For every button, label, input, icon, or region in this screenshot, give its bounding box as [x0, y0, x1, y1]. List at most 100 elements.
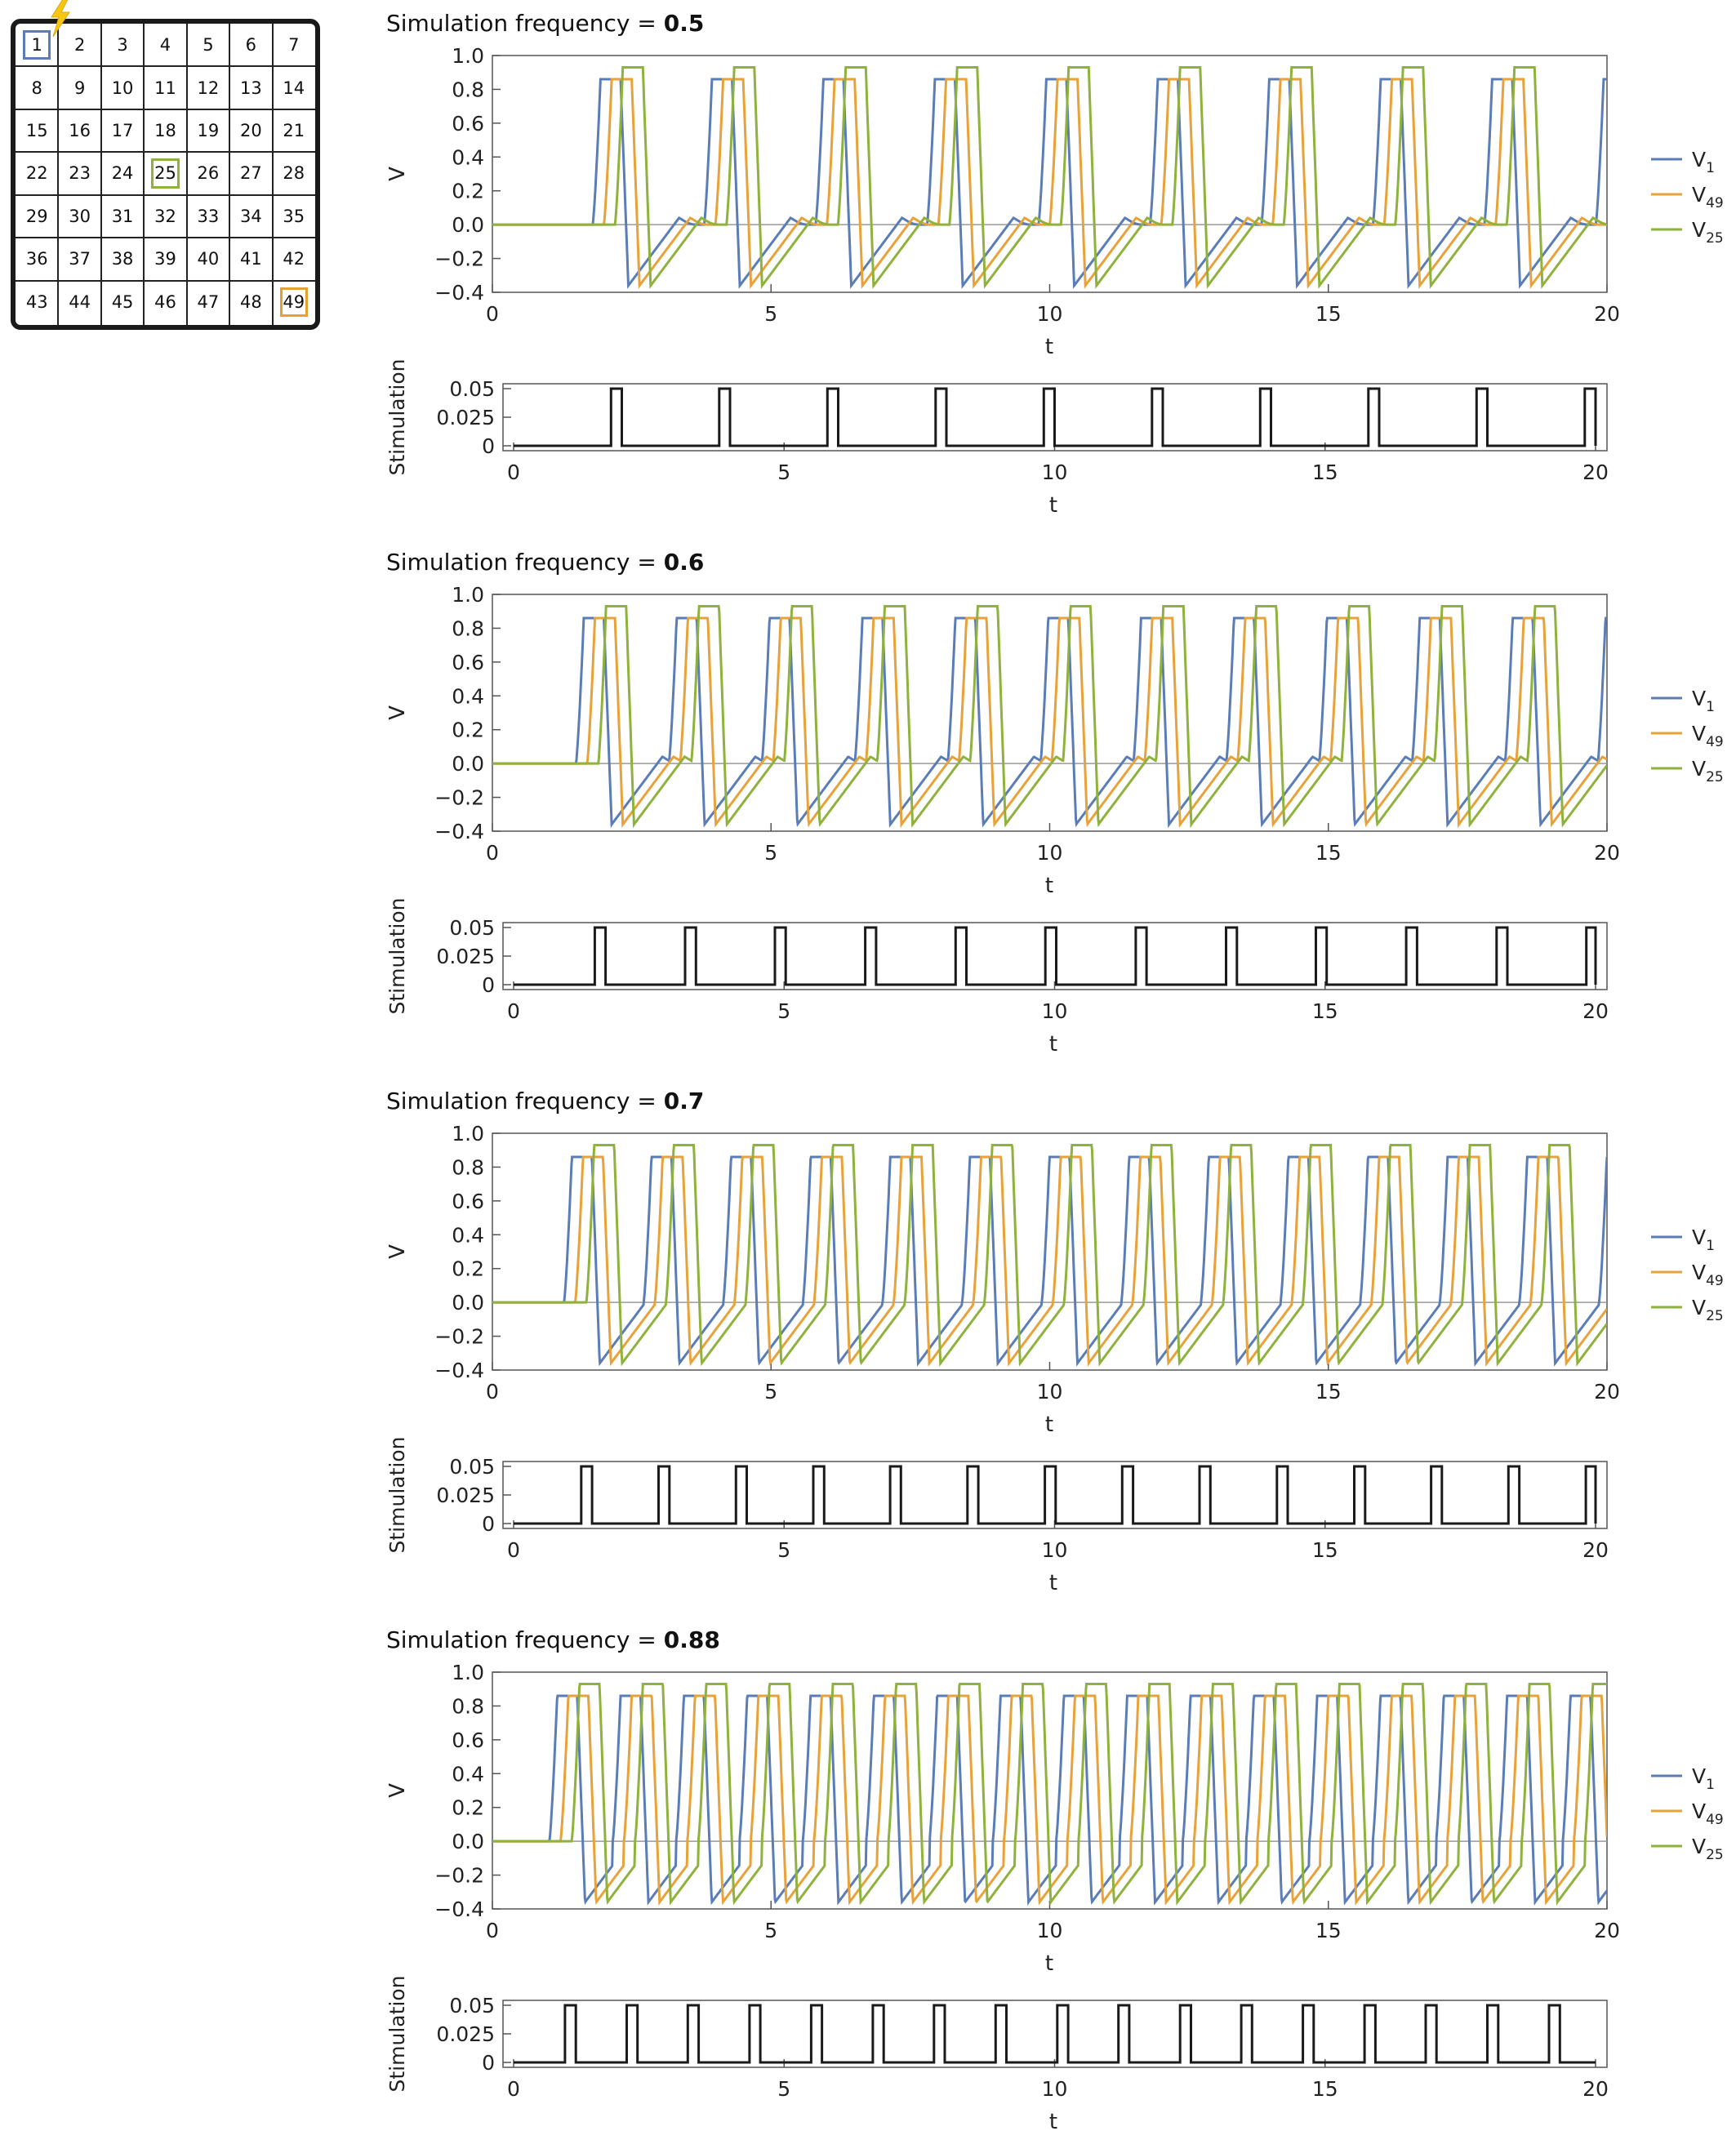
- grid-cell-4: 4: [159, 35, 171, 56]
- x-tick-label: 10: [1037, 302, 1063, 326]
- legend-entry-V25: V25: [1692, 218, 1724, 247]
- legend-sub: 49: [1706, 734, 1724, 750]
- legend-name: V: [1692, 1800, 1706, 1823]
- x-tick-label: 5: [777, 2077, 790, 2101]
- grid-cell-10: 10: [111, 78, 134, 98]
- grid-cell-48: 48: [239, 291, 262, 312]
- grid-cell-29: 29: [25, 206, 48, 226]
- chart-title: Simulation frequency = 0.6: [386, 549, 704, 576]
- y-tick-label: 0.4: [452, 684, 484, 708]
- grid-cell-16: 16: [69, 121, 91, 141]
- x-tick-label: 10: [1037, 1380, 1063, 1404]
- x-tick-label: 10: [1042, 999, 1068, 1023]
- stimulation-chart-1: 0.05 0.025 00 5 10 15 20 t Stimulation: [385, 359, 1609, 518]
- y-tick-label: 0.4: [452, 1762, 484, 1786]
- grid-cell-46: 46: [154, 291, 176, 312]
- legend-sub: 25: [1706, 1308, 1724, 1324]
- x-axis-label: t: [1049, 1032, 1057, 1057]
- grid-cell-9: 9: [73, 78, 86, 98]
- grid-cell-37: 37: [69, 249, 91, 269]
- grid-cell-32: 32: [154, 206, 176, 226]
- y-tick-label: 1.0: [452, 583, 484, 607]
- y-tick-label: 0.0: [452, 1291, 484, 1315]
- grid-line: [100, 24, 102, 325]
- highlight-cell-49: [279, 287, 308, 317]
- y-tick-label: 0: [482, 973, 495, 997]
- grid-line: [16, 151, 315, 153]
- stimulation-chart-4: 0.05 0.025 00 5 10 15 20 t Stimulation: [385, 1976, 1609, 2131]
- series-line-V1: [492, 78, 1607, 289]
- legend-name: V: [1692, 1226, 1706, 1249]
- legend-name: V: [1692, 1296, 1706, 1319]
- series-line-V1: [492, 616, 1607, 829]
- legend-entry-V49: V49: [1692, 1261, 1724, 1289]
- x-tick-label: 0: [486, 1380, 499, 1404]
- y-tick-label: 0.0: [452, 213, 484, 237]
- grid-line: [143, 24, 145, 325]
- series-line-V1: [492, 1155, 1607, 1367]
- legend-entry-V1: V1: [1692, 148, 1715, 176]
- x-tick-label: 20: [1582, 999, 1609, 1023]
- x-axis-label: t: [1045, 1951, 1053, 1976]
- grid-line: [16, 108, 315, 110]
- y-tick-label: 0.6: [452, 651, 484, 674]
- legend-name: V: [1692, 1261, 1706, 1284]
- voltage-chart-1: Simulation frequency = 0.5 1.0 0.8 0.6 0.4 0.…: [385, 10, 1724, 359]
- y-tick-label: 0.0: [452, 752, 484, 776]
- x-tick-label: 0: [507, 1538, 520, 1562]
- legend-name: V: [1692, 218, 1706, 242]
- grid-cell-11: 11: [154, 78, 176, 98]
- lightning-bolt-icon: [51, 0, 70, 38]
- stimulation-chart-2: 0.05 0.025 00 5 10 15 20 t Stimulation: [385, 898, 1609, 1057]
- grid-cell-15: 15: [25, 121, 48, 141]
- grid-cell-35: 35: [283, 206, 305, 226]
- x-tick-label: 5: [764, 1380, 777, 1404]
- y-tick-label: 0.025: [436, 945, 495, 968]
- x-tick-label: 15: [1312, 460, 1338, 484]
- y-tick-label: −0.4: [434, 1897, 484, 1921]
- legend-name: V: [1692, 757, 1706, 781]
- y-tick-label: 0.05: [449, 916, 495, 940]
- stimulation-pulse-train: [514, 926, 1597, 986]
- grid-cell-34: 34: [239, 206, 262, 226]
- grid-cell-12: 12: [197, 78, 220, 98]
- stimulation-pulse-train: [514, 2004, 1596, 2064]
- legend-sub: 25: [1706, 1847, 1724, 1863]
- grid-cell-27: 27: [239, 163, 262, 184]
- x-tick-label: 0: [486, 302, 499, 326]
- series-line-V25: [492, 1683, 1607, 1906]
- legend-entry-V49: V49: [1692, 183, 1724, 211]
- x-tick-label: 10: [1037, 1919, 1063, 1942]
- y-tick-label: 0.0: [452, 1830, 484, 1853]
- x-axis-label: t: [1045, 1413, 1053, 1437]
- chart-title-prefix: Simulation frequency =: [386, 1626, 664, 1653]
- chart-title-value: 0.6: [664, 549, 705, 576]
- plot-frame: [502, 2000, 1608, 2068]
- legend-sub: 1: [1706, 1777, 1715, 1793]
- legend-entry-V25: V25: [1692, 757, 1724, 785]
- legend-sub: 1: [1706, 1238, 1715, 1254]
- grid-line: [16, 279, 315, 282]
- legend-sub: 49: [1706, 1812, 1724, 1828]
- grid-cell-17: 17: [111, 121, 134, 141]
- voltage-chart-4: Simulation frequency = 0.88 1.0 0.8 0.6 0.4 0…: [385, 1626, 1724, 1976]
- grid-cell-5: 5: [203, 35, 214, 56]
- x-axis-label: t: [1045, 874, 1053, 898]
- chart-title-value: 0.88: [664, 1626, 720, 1653]
- legend-sub: 49: [1706, 195, 1724, 211]
- y-tick-label: 0.025: [436, 406, 495, 429]
- grid-cell-26: 26: [197, 163, 220, 184]
- x-tick-label: 15: [1315, 302, 1342, 326]
- legend-sub: 1: [1706, 160, 1715, 176]
- grid-cell-21: 21: [283, 121, 305, 141]
- x-tick-label: 0: [486, 1919, 499, 1942]
- legend-name: V: [1692, 722, 1706, 745]
- x-tick-label: 5: [777, 999, 790, 1023]
- x-tick-label: 5: [764, 1919, 777, 1942]
- grid-cell-30: 30: [69, 206, 91, 226]
- y-tick-label: 0.8: [452, 78, 484, 101]
- grid-line: [185, 24, 188, 325]
- x-tick-label: 20: [1582, 460, 1609, 484]
- y-tick-label: 1.0: [452, 1122, 484, 1146]
- y-tick-label: 0: [482, 2051, 495, 2075]
